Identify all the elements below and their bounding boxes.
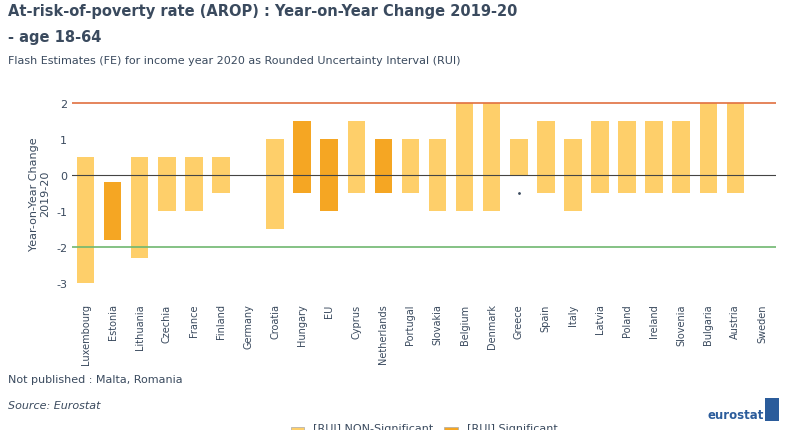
Bar xyxy=(429,140,446,212)
Text: - age 18-64: - age 18-64 xyxy=(8,30,102,45)
Bar xyxy=(321,140,338,212)
Bar xyxy=(266,140,284,229)
Bar xyxy=(618,122,636,194)
Bar xyxy=(537,122,554,194)
Text: Source: Eurostat: Source: Eurostat xyxy=(8,400,101,410)
Bar xyxy=(374,140,392,194)
Bar xyxy=(77,158,94,283)
Bar xyxy=(564,140,582,212)
Bar xyxy=(726,104,744,194)
Bar xyxy=(347,122,365,194)
Text: eurostat: eurostat xyxy=(708,408,764,421)
Bar xyxy=(402,140,419,194)
Bar xyxy=(131,158,149,258)
Bar xyxy=(104,183,122,240)
Bar xyxy=(294,122,311,194)
Bar xyxy=(456,104,474,212)
Bar xyxy=(591,122,609,194)
Bar xyxy=(646,122,663,194)
Text: Not published : Malta, Romania: Not published : Malta, Romania xyxy=(8,374,182,384)
Bar xyxy=(510,140,527,175)
Bar xyxy=(212,158,230,194)
Bar xyxy=(158,158,175,212)
Bar xyxy=(483,104,501,212)
Bar xyxy=(699,104,717,194)
Y-axis label: Year-on-Year Change
2019-20: Year-on-Year Change 2019-20 xyxy=(29,137,50,250)
Text: At-risk-of-poverty rate (AROP) : Year-on-Year Change 2019-20: At-risk-of-poverty rate (AROP) : Year-on… xyxy=(8,4,518,19)
Bar xyxy=(185,158,202,212)
Legend: [RUI] NON-Significant
YoY Change, [RUI] Significant
YoY Change: [RUI] NON-Significant YoY Change, [RUI] … xyxy=(286,418,562,430)
Bar xyxy=(673,122,690,194)
Text: Flash Estimates (FE) for income year 2020 as Rounded Uncertainty Interval (RUI): Flash Estimates (FE) for income year 202… xyxy=(8,56,461,66)
